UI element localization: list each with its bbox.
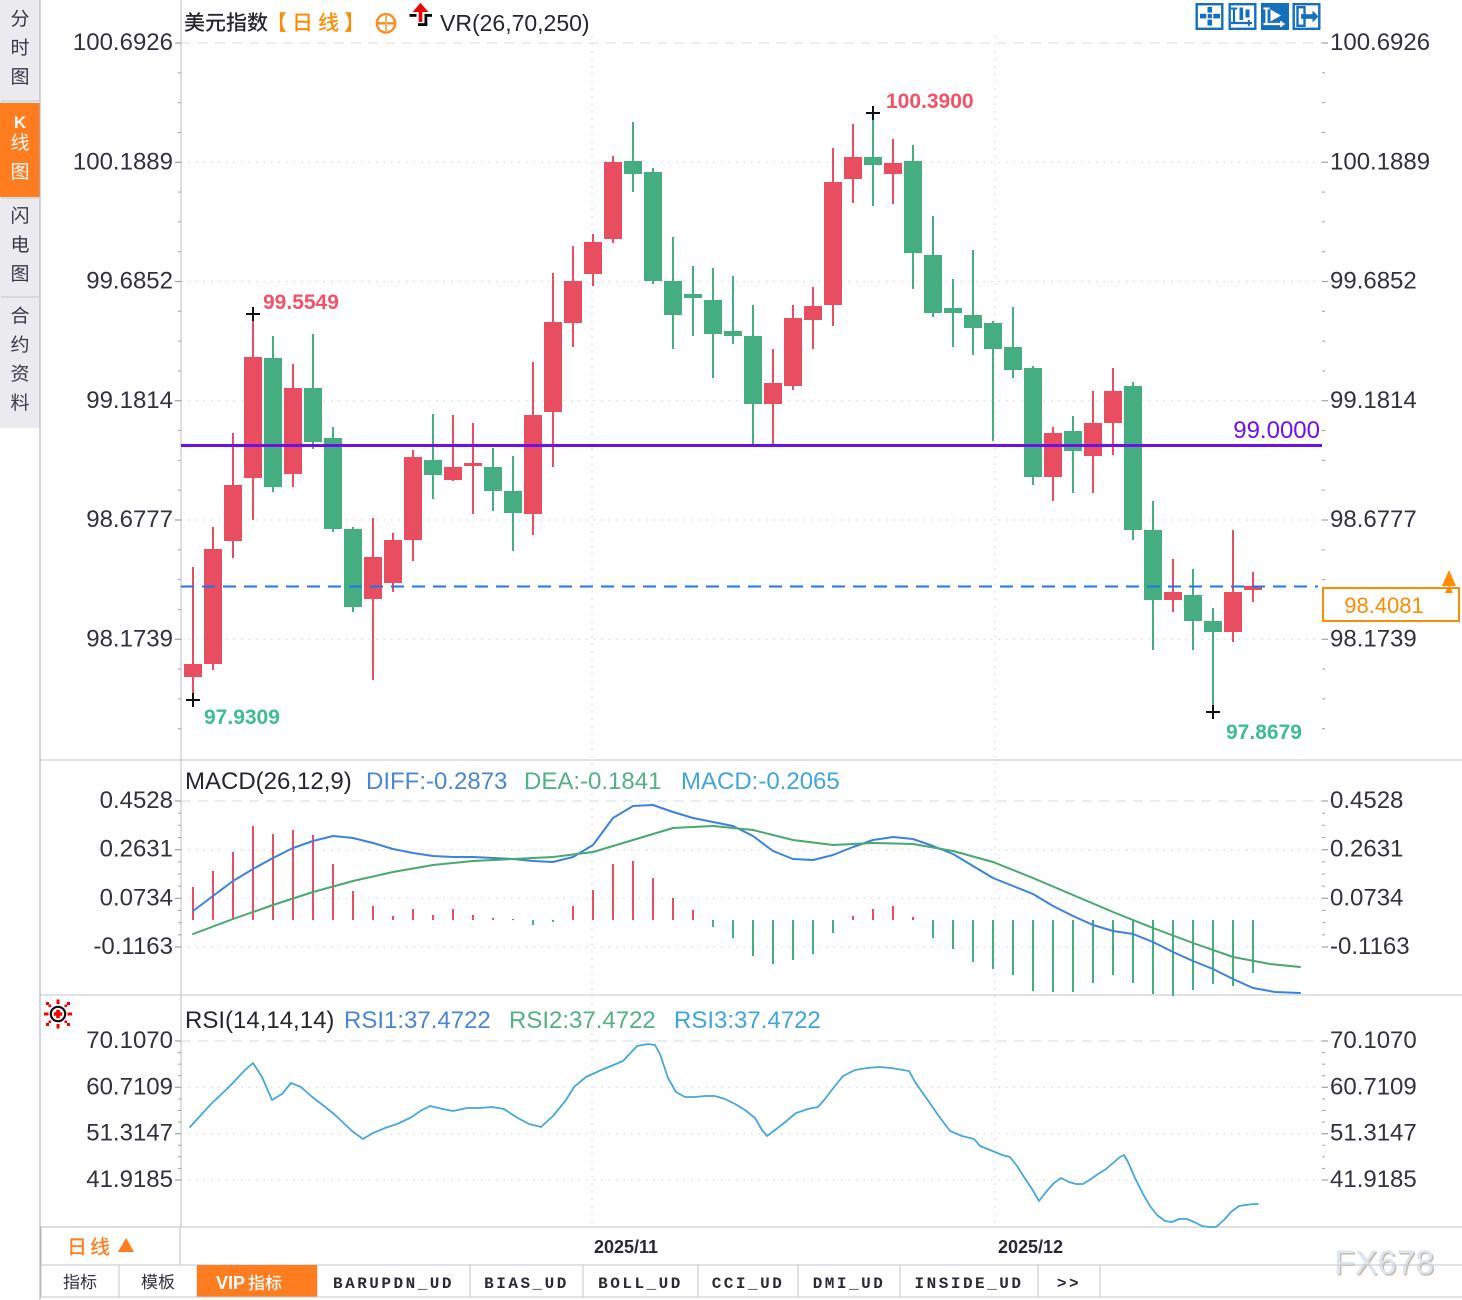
svg-text:0.4528: 0.4528	[1330, 787, 1403, 814]
svg-text:100.6926: 100.6926	[1330, 29, 1430, 56]
svg-text:DMI_UD: DMI_UD	[813, 1275, 886, 1293]
svg-text:98.4081: 98.4081	[1344, 593, 1424, 618]
svg-text:BARUPDN_UD: BARUPDN_UD	[333, 1275, 454, 1293]
svg-text:99.6852: 99.6852	[1330, 268, 1417, 295]
svg-text:2025/11: 2025/11	[594, 1237, 658, 1257]
svg-text:>>: >>	[1057, 1275, 1081, 1293]
svg-text:98.6777: 98.6777	[1330, 506, 1417, 533]
svg-text:60.7109: 60.7109	[1330, 1073, 1417, 1100]
svg-text:51.3147: 51.3147	[1330, 1120, 1417, 1147]
svg-text:RSI2:37.4722: RSI2:37.4722	[509, 1007, 656, 1034]
svg-text:41.9185: 41.9185	[86, 1166, 173, 1193]
svg-text:51.3147: 51.3147	[86, 1120, 173, 1147]
svg-text:0.4528: 0.4528	[100, 787, 173, 814]
svg-text:RSI3:37.4722: RSI3:37.4722	[674, 1007, 821, 1034]
svg-text:VR(26,70,250): VR(26,70,250)	[440, 10, 590, 36]
svg-text:0.2631: 0.2631	[100, 836, 173, 863]
svg-text:100.1889: 100.1889	[1330, 148, 1430, 175]
svg-text:INSIDE_UD: INSIDE_UD	[915, 1275, 1024, 1293]
svg-text:98.1739: 98.1739	[86, 625, 173, 652]
svg-text:FX678: FX678	[1334, 1244, 1434, 1282]
svg-text:97.8679: 97.8679	[1226, 721, 1302, 744]
svg-text:BIAS_UD: BIAS_UD	[484, 1275, 569, 1293]
svg-text:97.9309: 97.9309	[204, 706, 280, 729]
svg-text:BOLL_UD: BOLL_UD	[598, 1275, 683, 1293]
svg-text:VIP: VIP	[216, 1273, 245, 1293]
svg-text:MACD(26,12,9): MACD(26,12,9)	[185, 768, 352, 795]
svg-text:60.7109: 60.7109	[86, 1073, 173, 1100]
svg-text:99.1814: 99.1814	[1330, 387, 1417, 414]
svg-text:41.9185: 41.9185	[1330, 1166, 1417, 1193]
svg-text:DIFF:-0.2873: DIFF:-0.2873	[366, 768, 507, 795]
svg-text:70.1070: 70.1070	[86, 1027, 173, 1054]
svg-text:99.6852: 99.6852	[86, 268, 173, 295]
svg-text:MACD:-0.2065: MACD:-0.2065	[681, 768, 840, 795]
svg-text:0.2631: 0.2631	[1330, 836, 1403, 863]
svg-text:70.1070: 70.1070	[1330, 1027, 1417, 1054]
svg-text:DEA:-0.1841: DEA:-0.1841	[524, 768, 661, 795]
svg-text:99.5549: 99.5549	[263, 291, 339, 314]
svg-text:100.6926: 100.6926	[73, 29, 173, 56]
svg-text:RSI1:37.4722: RSI1:37.4722	[344, 1007, 491, 1034]
svg-text:0.0734: 0.0734	[100, 884, 173, 911]
svg-text:CCI_UD: CCI_UD	[712, 1275, 785, 1293]
svg-text:RSI(14,14,14): RSI(14,14,14)	[185, 1007, 334, 1034]
svg-text:K: K	[14, 113, 27, 132]
svg-text:98.6777: 98.6777	[86, 506, 173, 533]
svg-text:99.1814: 99.1814	[86, 387, 173, 414]
svg-text:-0.1163: -0.1163	[93, 933, 173, 960]
svg-text:99.0000: 99.0000	[1233, 417, 1320, 444]
svg-text:0.0734: 0.0734	[1330, 884, 1403, 911]
svg-text:100.3900: 100.3900	[886, 90, 974, 113]
svg-text:98.1739: 98.1739	[1330, 625, 1417, 652]
svg-text:2025/12: 2025/12	[998, 1237, 1063, 1257]
svg-text:-0.1163: -0.1163	[1330, 933, 1410, 960]
svg-text:100.1889: 100.1889	[73, 148, 173, 175]
